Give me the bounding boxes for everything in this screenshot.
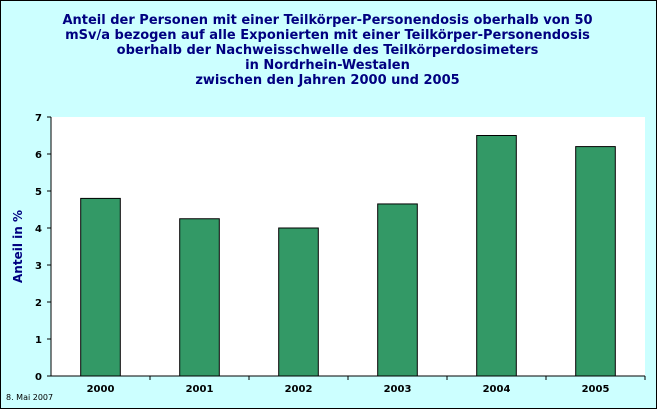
chart-title-line: zwischen den Jahren 2000 und 2005 — [195, 73, 460, 88]
bar-2005 — [575, 146, 616, 377]
x-tick-label: 2004 — [483, 384, 511, 395]
x-tick-label: 2002 — [285, 384, 313, 395]
y-tick-label: 2 — [35, 298, 42, 309]
x-tick-label: 2003 — [384, 384, 412, 395]
date-footnote: 8. Mai 2007 — [6, 393, 54, 402]
y-tick-label: 4 — [35, 224, 42, 235]
bar-2003 — [377, 203, 418, 377]
x-tick-label: 2001 — [186, 384, 214, 395]
chart-title-line: Anteil der Personen mit einer Teilkörper… — [62, 13, 593, 28]
chart-title-line: oberhalb der Nachweisschwelle des Teilkö… — [116, 43, 539, 58]
y-tick-label: 5 — [35, 187, 42, 198]
plot-area — [51, 117, 645, 376]
chart-title-line: in Nordrhein-Westalen — [245, 58, 410, 73]
chart-title: Anteil der Personen mit einer Teilkörper… — [40, 13, 615, 88]
x-tick-label: 2000 — [87, 384, 115, 395]
y-tick-label: 1 — [35, 335, 42, 346]
bar-2004 — [476, 135, 517, 377]
y-axis-title: Anteil in % — [11, 210, 25, 283]
chart-title-line: mSv/a bezogen auf alle Exponierten mit e… — [65, 28, 590, 43]
y-tick-label: 0 — [35, 372, 42, 383]
y-tick-label: 3 — [35, 261, 42, 272]
y-tick-label: 6 — [35, 150, 42, 161]
x-tick-label: 2005 — [582, 384, 610, 395]
bar-2002 — [278, 227, 319, 377]
bar-2000 — [80, 197, 121, 377]
bar-2001 — [179, 218, 220, 377]
y-tick-label: 7 — [35, 113, 42, 124]
